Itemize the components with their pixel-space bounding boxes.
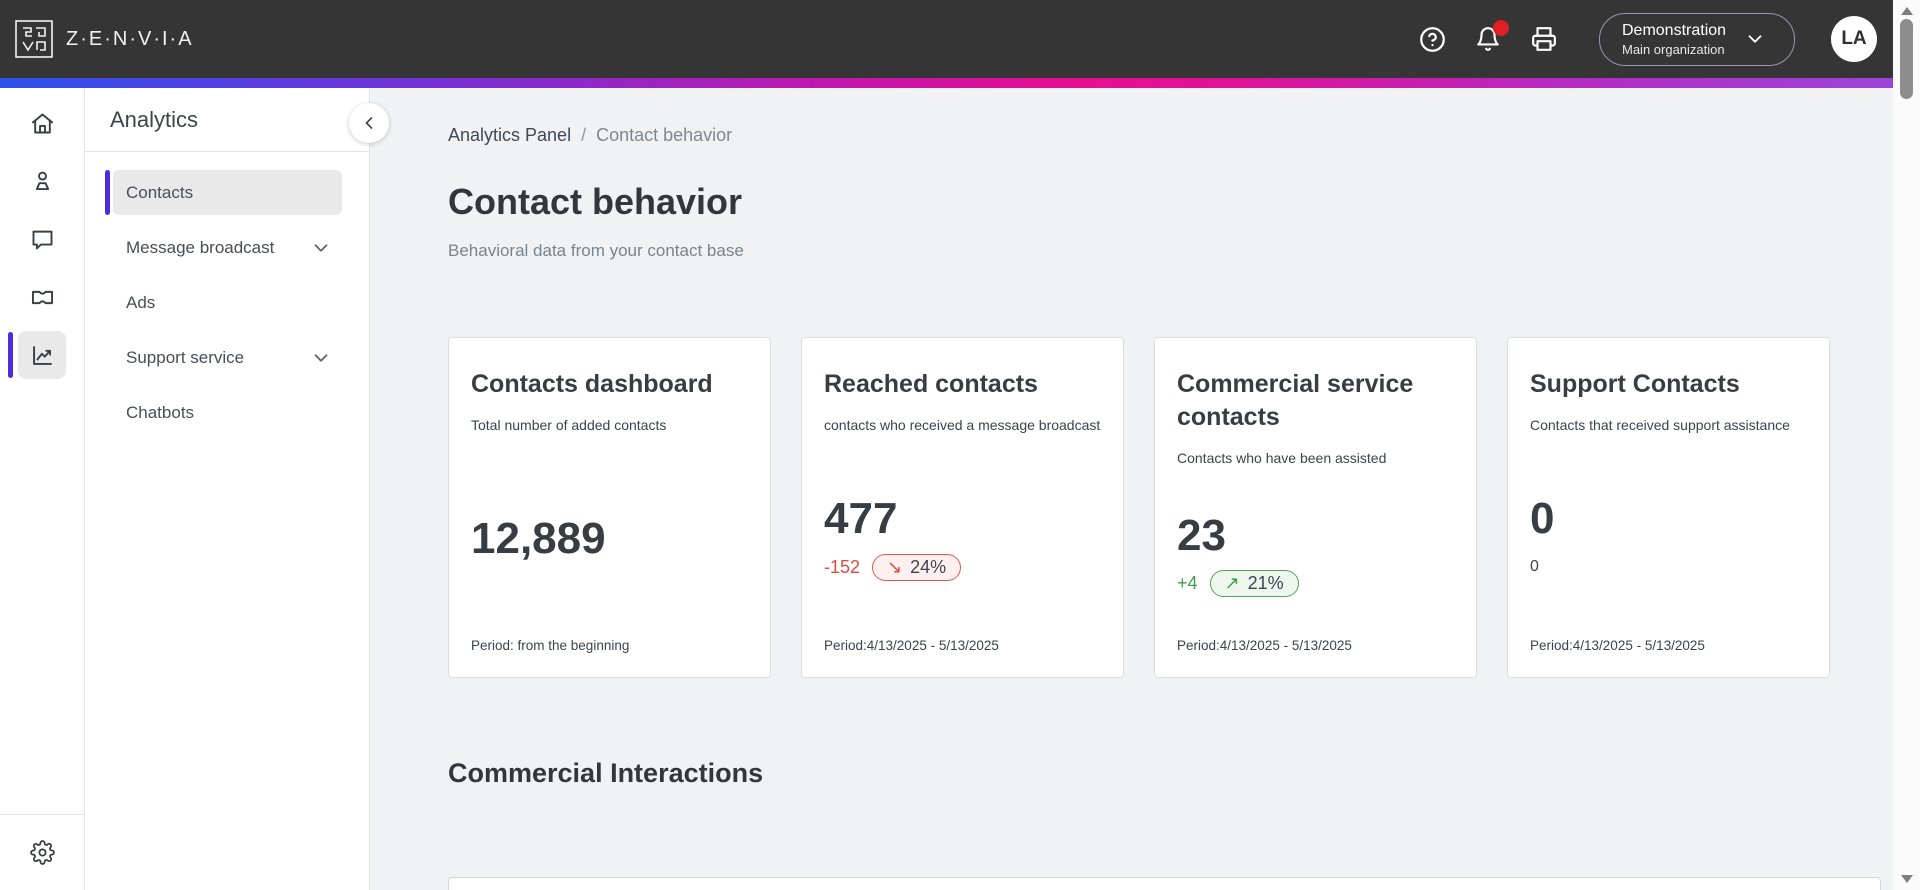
trend-badge: ↗ 21%: [1209, 570, 1299, 597]
topbar-actions: Demonstration Main organization LA: [1417, 12, 1877, 66]
avatar[interactable]: LA: [1831, 16, 1877, 62]
panel-title: Analytics: [110, 106, 199, 132]
card-title: Support Contacts: [1530, 370, 1740, 398]
breadcrumb-separator: /: [581, 125, 587, 145]
card-contacts-dashboard: Contacts dashboard Total number of added…: [448, 337, 771, 678]
section-title: Commercial Interactions: [448, 758, 764, 788]
trend-down-icon: ↘: [887, 556, 903, 577]
trend-up-icon: ↗: [1224, 573, 1240, 593]
card-delta: -152: [824, 556, 861, 577]
sidebar-item-analytics[interactable]: [8, 331, 66, 379]
menu-item-label: Contacts: [126, 182, 194, 202]
menu-item-message-broadcast[interactable]: Message broadcast: [113, 225, 342, 270]
card-period: Period:4/13/2025 - 5/13/2025: [1177, 638, 1352, 653]
card-commercial-service-contacts: Commercial service contacts Contacts who…: [1154, 337, 1477, 678]
notifications-button[interactable]: [1473, 20, 1509, 54]
card-title: Contacts dashboard: [471, 370, 713, 398]
card-description: Contacts who have been assisted: [1177, 450, 1387, 466]
person-icon: [35, 171, 49, 190]
brand[interactable]: Z·E·N·V·I·A: [14, 19, 194, 59]
brand-gradient-bar: [0, 78, 1893, 88]
chevron-down-icon: [310, 347, 332, 369]
brand-text: Z·E·N·V·I·A: [66, 27, 194, 50]
active-indicator: [8, 332, 13, 378]
organization-name: Demonstration: [1622, 21, 1727, 39]
menu-item-label: Support service: [126, 347, 245, 367]
card-description: Total number of added contacts: [471, 417, 667, 433]
card-description: contacts who received a message broadcas…: [824, 417, 1101, 433]
chevron-down-icon: [1748, 35, 1762, 43]
main-content: Analytics Panel / Contact behavior Conta…: [370, 88, 1893, 890]
menu-item-contacts[interactable]: Contacts: [105, 170, 342, 215]
menu-item-ads[interactable]: Ads: [113, 280, 342, 325]
panel-menu: Contacts Message broadcast Ads Support s…: [85, 152, 369, 435]
card-delta: +4: [1177, 573, 1198, 593]
scrollbar-thumb[interactable]: [1900, 19, 1913, 99]
trend-badge: ↘ 24%: [872, 553, 962, 581]
chat-bubble-icon: [32, 230, 52, 249]
print-button[interactable]: [1529, 24, 1559, 54]
card-value: 23: [1177, 510, 1226, 560]
card-period: Period: from the beginning: [471, 638, 630, 653]
breadcrumb-link-analytics-panel[interactable]: Analytics Panel: [448, 125, 572, 145]
sidebar-item-contacts[interactable]: [18, 157, 66, 205]
bell-icon: [1477, 27, 1499, 51]
page-subtitle: Behavioral data from your contact base: [448, 241, 744, 260]
organization-subtitle: Main organization: [1622, 41, 1725, 57]
analytics-panel: Analytics Contacts Message broadcast: [85, 88, 389, 890]
card-value: 0: [1530, 494, 1555, 543]
sidebar-item-home[interactable]: [18, 99, 66, 147]
chevron-left-icon: [365, 117, 373, 129]
card-reached-contacts: Reached contacts contacts who received a…: [801, 337, 1124, 678]
menu-item-label: Message broadcast: [126, 237, 275, 257]
topbar: Z·E·N·V·I·A: [0, 0, 1893, 78]
trend-percentage: 21%: [1247, 573, 1284, 593]
card-title: Commercial service contacts: [1177, 370, 1414, 431]
gear-icon: [29, 840, 55, 865]
collapse-panel-button[interactable]: [349, 103, 389, 143]
card-support-contacts: Support Contacts Contacts that received …: [1507, 337, 1830, 678]
breadcrumb-current: Contact behavior: [596, 125, 733, 145]
scroll-down-arrow[interactable]: [1900, 875, 1913, 883]
commercial-interactions-card: [448, 877, 1881, 890]
menu-item-support-service[interactable]: Support service: [113, 335, 342, 380]
page-scrollbar: [1893, 0, 1920, 890]
card-title: Reached contacts: [824, 370, 1038, 398]
menu-item-label: Chatbots: [126, 402, 195, 422]
zenvia-logo-icon: [14, 19, 54, 59]
page-title: Contact behavior: [448, 181, 743, 222]
breadcrumb: Analytics Panel / Contact behavior: [448, 124, 1893, 146]
sidebar-divider: [0, 814, 85, 815]
card-delta: 0: [1530, 558, 1539, 575]
sidebar-item-settings[interactable]: [0, 815, 85, 890]
trend-percentage: 24%: [910, 556, 947, 577]
menu-item-label: Ads: [126, 292, 156, 312]
body: Analytics Contacts Message broadcast: [0, 88, 1893, 890]
sidebar-item-messages[interactable]: [18, 215, 66, 263]
notification-badge: [1493, 20, 1509, 36]
scroll-up-arrow[interactable]: [1900, 7, 1913, 15]
icon-sidebar: [0, 88, 85, 890]
help-icon: [1419, 26, 1445, 52]
card-period: Period:4/13/2025 - 5/13/2025: [1530, 638, 1705, 653]
card-description: Contacts that received support assistanc…: [1530, 417, 1790, 433]
home-icon: [31, 113, 53, 133]
printer-icon: [1532, 27, 1556, 51]
card-period: Period:4/13/2025 - 5/13/2025: [824, 638, 999, 653]
ticket-icon: [31, 290, 53, 304]
analytics-chart-icon: [32, 345, 52, 365]
sidebar-item-tickets[interactable]: [18, 273, 66, 321]
help-button[interactable]: [1417, 24, 1447, 54]
metric-cards: Contacts dashboard Total number of added…: [448, 337, 1893, 678]
card-value: 12,889: [471, 513, 606, 563]
organization-selector[interactable]: Demonstration Main organization: [1599, 12, 1795, 66]
menu-item-chatbots[interactable]: Chatbots: [113, 390, 342, 435]
card-value: 477: [824, 494, 898, 543]
chevron-down-icon: [310, 237, 332, 259]
